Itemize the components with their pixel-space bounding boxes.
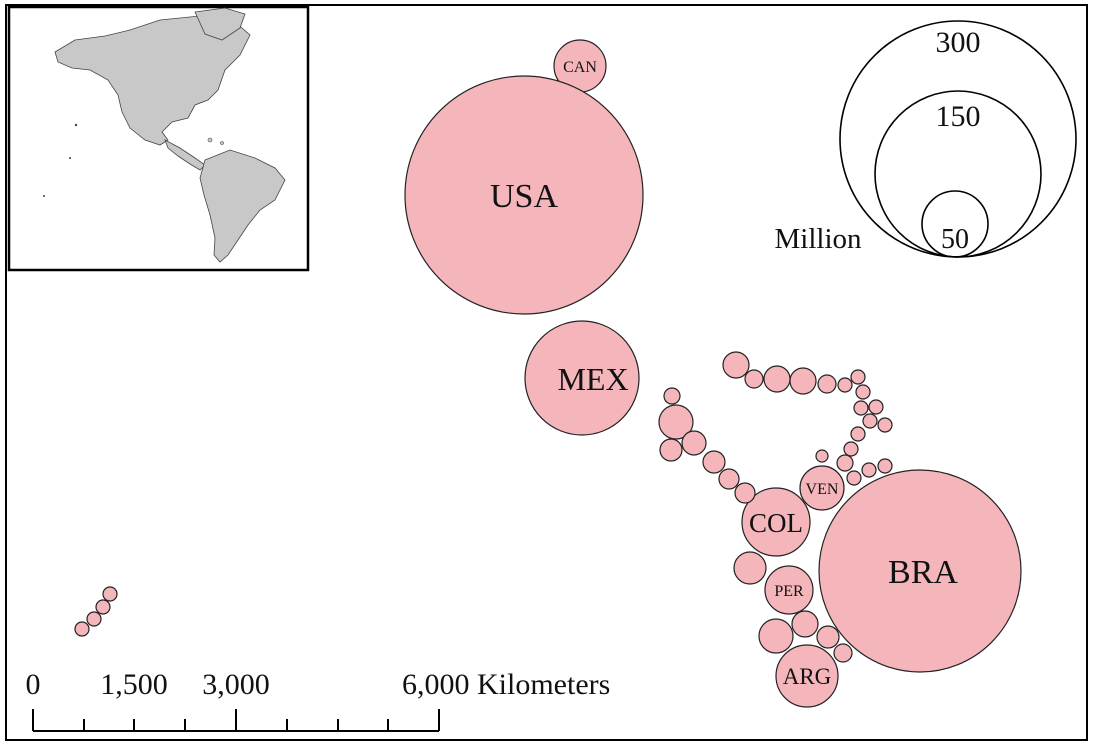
bubble-small[interactable] <box>837 377 853 393</box>
bubble-small[interactable] <box>663 387 681 405</box>
inset-north-america-shape <box>54 15 251 146</box>
bubble-small[interactable] <box>86 611 102 627</box>
inset-greenland-shape <box>194 7 246 41</box>
bubble-small[interactable] <box>718 468 740 490</box>
bubble-small[interactable] <box>681 430 707 456</box>
bubble-bra[interactable] <box>818 469 1022 673</box>
bubble-usa[interactable] <box>404 75 644 315</box>
bubble-small[interactable] <box>659 438 683 462</box>
label-usa: USA <box>490 178 558 215</box>
bubble-mex[interactable] <box>524 320 640 436</box>
scale-tick-6000: 6,000 Kilometers <box>402 668 610 701</box>
legend-value-300: 300 <box>936 26 981 59</box>
bubble-small[interactable] <box>843 441 859 457</box>
label-col: COL <box>749 508 803 538</box>
bubble-small[interactable] <box>734 482 756 504</box>
country-labels: CAN USA MEX VEN COL BRA PER ARG <box>490 59 958 689</box>
bubble-small[interactable] <box>658 404 694 440</box>
country-bubbles <box>74 39 1022 708</box>
inset-locator-map <box>7 5 310 272</box>
bubble-small[interactable] <box>74 621 90 637</box>
legend-unit-label: Million <box>774 223 862 255</box>
bubble-small[interactable] <box>702 450 726 474</box>
bubble-small[interactable] <box>836 454 854 472</box>
bubble-small[interactable] <box>722 351 750 379</box>
label-mex: MEX <box>557 361 628 397</box>
bubble-small[interactable] <box>853 400 869 416</box>
bubble-small[interactable] <box>789 367 817 395</box>
scale-tick-1500: 1,500 <box>100 668 168 701</box>
size-legend: 300 150 50 Million <box>774 20 1077 258</box>
bubble-small[interactable] <box>763 365 791 393</box>
bubble-ven[interactable] <box>799 465 845 511</box>
bubble-small[interactable] <box>816 625 840 649</box>
legend-value-150: 150 <box>936 100 981 133</box>
scale-bar: 0 1,500 3,000 6,000 Kilometers <box>26 668 610 732</box>
bubble-small[interactable] <box>861 462 877 478</box>
label-bra: BRA <box>888 554 958 591</box>
scale-tick-0: 0 <box>26 668 41 701</box>
label-can: CAN <box>563 59 597 76</box>
label-arg: ARG <box>783 664 832 689</box>
bubble-arg[interactable] <box>775 644 839 708</box>
legend-value-50: 50 <box>941 224 969 255</box>
inset-south-america-shape <box>199 149 286 263</box>
bubble-small[interactable] <box>846 470 862 486</box>
bubble-small[interactable] <box>877 458 893 474</box>
bubble-col[interactable] <box>741 487 811 557</box>
legend-circle-50 <box>921 190 989 258</box>
bubble-per[interactable] <box>764 565 814 615</box>
bubble-small[interactable] <box>815 449 829 463</box>
label-per: PER <box>774 583 804 600</box>
bubble-small[interactable] <box>868 399 884 415</box>
scale-tick-3000: 3,000 <box>202 668 270 701</box>
bubble-small[interactable] <box>862 413 878 429</box>
inset-central-america-shape <box>164 139 206 171</box>
bubble-small[interactable] <box>95 599 111 615</box>
label-ven: VEN <box>806 481 839 498</box>
bubble-small[interactable] <box>833 643 853 663</box>
bubble-small[interactable] <box>733 551 767 585</box>
bubble-small[interactable] <box>744 369 764 389</box>
bubble-small[interactable] <box>877 417 893 433</box>
bubble-small[interactable] <box>817 374 837 394</box>
bubble-small[interactable] <box>102 586 118 602</box>
bubble-small[interactable] <box>850 369 866 385</box>
bubble-small[interactable] <box>855 384 871 400</box>
scale-bar-line <box>32 709 440 732</box>
bubble-small[interactable] <box>850 426 866 442</box>
bubble-small[interactable] <box>758 618 794 654</box>
bubble-small[interactable] <box>791 610 819 638</box>
